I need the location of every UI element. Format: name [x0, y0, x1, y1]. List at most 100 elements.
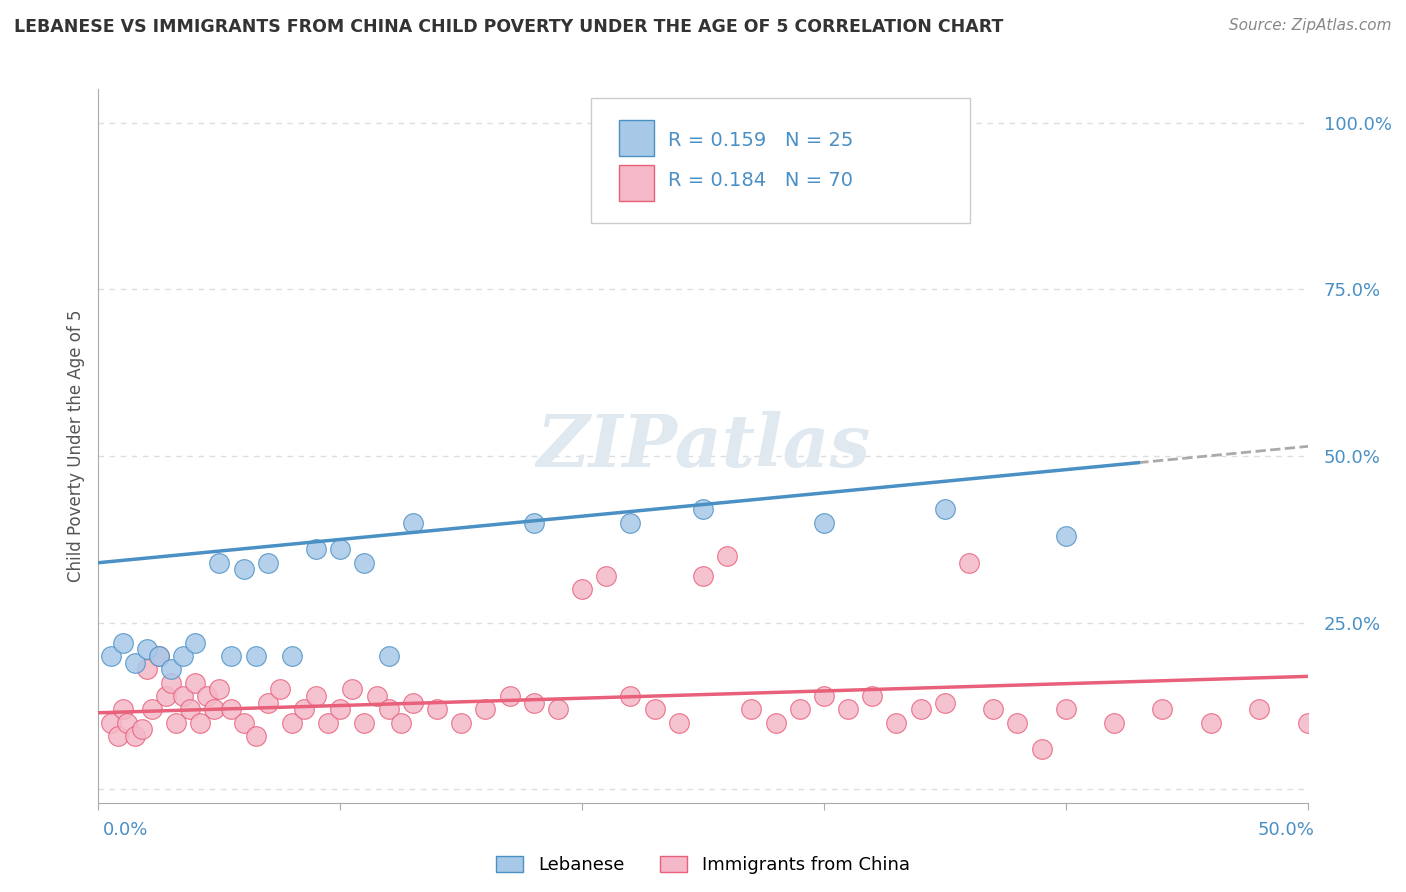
- Point: [366, 689, 388, 703]
- Point: [221, 649, 243, 664]
- Point: [179, 702, 201, 716]
- Point: [353, 715, 375, 730]
- Point: [160, 675, 183, 690]
- Point: [377, 702, 399, 716]
- Point: [523, 516, 546, 530]
- Point: [886, 715, 908, 730]
- Point: [1393, 715, 1406, 730]
- Point: [1031, 742, 1053, 756]
- Point: [692, 502, 714, 516]
- Point: [305, 689, 328, 703]
- Point: [595, 569, 617, 583]
- Point: [208, 682, 231, 697]
- Point: [860, 689, 883, 703]
- Text: R = 0.184   N = 70: R = 0.184 N = 70: [668, 171, 853, 190]
- Point: [934, 502, 956, 516]
- Point: [100, 649, 122, 664]
- Point: [281, 649, 304, 664]
- Text: R = 0.159   N = 25: R = 0.159 N = 25: [668, 131, 853, 150]
- Point: [184, 675, 207, 690]
- Point: [141, 702, 163, 716]
- Point: [668, 715, 690, 730]
- Point: [155, 689, 177, 703]
- Point: [1199, 715, 1222, 730]
- Point: [165, 715, 187, 730]
- Point: [450, 715, 472, 730]
- Point: [1102, 715, 1125, 730]
- Point: [292, 702, 315, 716]
- Point: [124, 729, 146, 743]
- Point: [377, 649, 399, 664]
- Point: [1152, 702, 1174, 716]
- Point: [910, 702, 932, 716]
- Point: [148, 649, 170, 664]
- Point: [1054, 702, 1077, 716]
- Text: 0.0%: 0.0%: [103, 821, 148, 838]
- Point: [148, 649, 170, 664]
- Point: [402, 516, 425, 530]
- Point: [245, 729, 267, 743]
- Point: [692, 569, 714, 583]
- Text: Source: ZipAtlas.com: Source: ZipAtlas.com: [1229, 18, 1392, 33]
- Point: [389, 715, 412, 730]
- Y-axis label: Child Poverty Under the Age of 5: Child Poverty Under the Age of 5: [66, 310, 84, 582]
- Point: [269, 682, 291, 697]
- Point: [1249, 702, 1271, 716]
- Point: [981, 702, 1004, 716]
- Point: [204, 702, 226, 716]
- Point: [135, 662, 157, 676]
- Point: [256, 696, 278, 710]
- Point: [1054, 529, 1077, 543]
- Point: [100, 715, 122, 730]
- Point: [402, 696, 425, 710]
- Point: [124, 656, 146, 670]
- Point: [837, 702, 859, 716]
- Point: [256, 556, 278, 570]
- Point: [813, 516, 835, 530]
- Point: [305, 542, 328, 557]
- Point: [426, 702, 449, 716]
- Point: [111, 702, 134, 716]
- Point: [172, 689, 194, 703]
- Point: [934, 696, 956, 710]
- Point: [329, 702, 352, 716]
- Point: [316, 715, 339, 730]
- Text: 50.0%: 50.0%: [1258, 821, 1315, 838]
- Point: [107, 729, 129, 743]
- Point: [523, 696, 546, 710]
- Point: [547, 702, 569, 716]
- Point: [329, 542, 352, 557]
- Point: [188, 715, 211, 730]
- Point: [111, 636, 134, 650]
- Point: [644, 702, 666, 716]
- Point: [813, 689, 835, 703]
- Text: ZIPatlas: ZIPatlas: [536, 410, 870, 482]
- Point: [740, 702, 762, 716]
- Point: [117, 715, 139, 730]
- Point: [353, 556, 375, 570]
- Point: [342, 682, 364, 697]
- Point: [765, 715, 787, 730]
- Point: [195, 689, 218, 703]
- Point: [135, 642, 157, 657]
- Point: [281, 715, 304, 730]
- Point: [184, 636, 207, 650]
- Point: [232, 715, 254, 730]
- Point: [245, 649, 267, 664]
- Point: [208, 556, 231, 570]
- Point: [957, 556, 980, 570]
- Point: [160, 662, 183, 676]
- Point: [1344, 702, 1367, 716]
- Point: [498, 689, 520, 703]
- Point: [619, 516, 641, 530]
- Point: [172, 649, 194, 664]
- Point: [1007, 715, 1029, 730]
- Point: [619, 689, 641, 703]
- Point: [1296, 715, 1319, 730]
- Text: LEBANESE VS IMMIGRANTS FROM CHINA CHILD POVERTY UNDER THE AGE OF 5 CORRELATION C: LEBANESE VS IMMIGRANTS FROM CHINA CHILD …: [14, 18, 1004, 36]
- Point: [474, 702, 496, 716]
- Point: [221, 702, 243, 716]
- Point: [789, 702, 811, 716]
- Point: [571, 582, 593, 597]
- Point: [232, 562, 254, 576]
